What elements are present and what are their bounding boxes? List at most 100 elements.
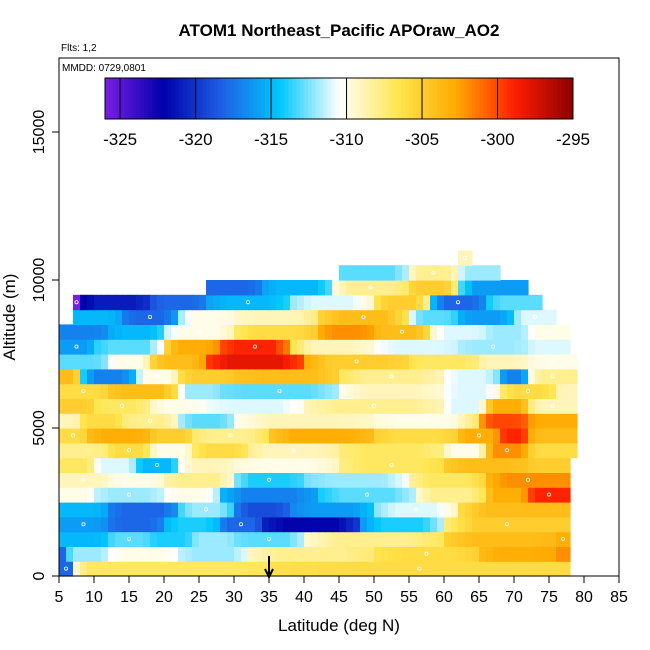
heatmap-cell [549, 487, 557, 503]
heatmap-cell [227, 442, 235, 459]
heatmap-cell [150, 354, 158, 370]
heatmap-cell [458, 398, 466, 414]
heatmap-cell [304, 546, 312, 562]
heatmap-cell [311, 531, 319, 547]
heatmap-cell [416, 280, 424, 296]
heatmap-cell [192, 383, 200, 399]
colorbar-step [163, 78, 168, 119]
heatmap-cell [472, 368, 480, 385]
heatmap-cell [486, 309, 494, 325]
heatmap-cell [234, 280, 242, 296]
heatmap-cell [276, 413, 284, 429]
heatmap-cell [458, 280, 466, 296]
heatmap-cell [255, 502, 263, 518]
heatmap-cell [367, 472, 375, 488]
heatmap-cell [465, 561, 473, 577]
heatmap-cell [206, 413, 214, 429]
heatmap-cell [367, 354, 375, 370]
heatmap-cell [318, 339, 326, 355]
heatmap-cell [143, 309, 151, 325]
heatmap-cell [171, 487, 179, 503]
heatmap-cell [409, 502, 417, 518]
heatmap-cell [66, 487, 74, 503]
heatmap-cell [227, 472, 235, 488]
heatmap-cell [458, 502, 466, 518]
heatmap-cell [339, 413, 347, 429]
heatmap-cell [402, 398, 410, 414]
heatmap-cell [178, 457, 186, 473]
sample-marker [203, 507, 208, 512]
sample-marker [228, 433, 233, 438]
heatmap-cell [283, 428, 291, 444]
heatmap-cell [325, 516, 333, 533]
heatmap-cell [556, 531, 564, 547]
heatmap-cell [269, 280, 277, 296]
heatmap-cell [423, 487, 431, 503]
heatmap-cell [465, 324, 473, 340]
heatmap-cell [227, 487, 235, 503]
heatmap-cell [164, 309, 172, 325]
colorbar-step [151, 78, 157, 119]
heatmap-cells [59, 250, 578, 577]
heatmap-cell [416, 339, 424, 355]
heatmap-cell [437, 309, 445, 325]
colorbar-step [370, 78, 375, 119]
heatmap-cell [262, 428, 270, 444]
heatmap-cell [423, 457, 431, 473]
heatmap-cell [66, 561, 74, 577]
heatmap-cell [220, 502, 228, 518]
sample-marker [490, 344, 495, 349]
colorbar-step [147, 78, 153, 119]
heatmap-cell [192, 339, 200, 355]
heatmap-cell [472, 354, 480, 370]
heatmap-cell [171, 398, 179, 414]
heatmap-cell [430, 442, 438, 459]
heatmap-cell [472, 487, 480, 503]
heatmap-cell [262, 294, 270, 311]
heatmap-cell [521, 531, 529, 547]
heatmap-cell [521, 457, 529, 473]
heatmap-cell [108, 294, 116, 311]
heatmap-cell [451, 531, 459, 547]
heatmap-cell [276, 324, 284, 340]
colorbar-step [249, 78, 254, 119]
heatmap-cell [437, 413, 445, 429]
heatmap-cell [563, 413, 571, 429]
heatmap-cell [507, 324, 515, 340]
heatmap-cell [101, 413, 109, 429]
sample-marker [266, 477, 271, 482]
heatmap-cell [87, 442, 95, 459]
heatmap-cell [472, 339, 480, 355]
heatmap-cell [353, 354, 361, 370]
heatmap-cell [269, 487, 277, 503]
heatmap-cell [458, 250, 466, 266]
colorbar-step [420, 78, 426, 119]
heatmap-cell [507, 413, 515, 429]
heatmap-cell [479, 280, 487, 296]
colorbar-step [272, 78, 278, 119]
heatmap-cell [206, 472, 214, 488]
heatmap-cell [395, 398, 403, 414]
heatmap-cell [115, 457, 123, 473]
heatmap-cell [171, 413, 179, 429]
heatmap-cell [220, 413, 228, 429]
heatmap-cell [346, 294, 354, 311]
colorbar-step [194, 78, 200, 119]
heatmap-cell [535, 398, 543, 414]
heatmap-cell [416, 294, 424, 311]
heatmap-cell [122, 354, 130, 370]
heatmap-cell [94, 472, 102, 488]
colorbar-step [346, 78, 352, 119]
heatmap-cell [346, 561, 354, 577]
heatmap-cell [255, 487, 263, 503]
heatmap-cell [136, 561, 144, 577]
y-tick-label: 5000 [31, 410, 48, 446]
heatmap-cell [157, 339, 165, 355]
colorbar-step [444, 78, 449, 119]
heatmap-cell [318, 294, 326, 311]
heatmap-cell [213, 354, 221, 370]
heatmap-cell [290, 487, 298, 503]
heatmap-cell [283, 472, 291, 488]
heatmap-cell [437, 280, 445, 296]
heatmap-cell [171, 309, 179, 325]
